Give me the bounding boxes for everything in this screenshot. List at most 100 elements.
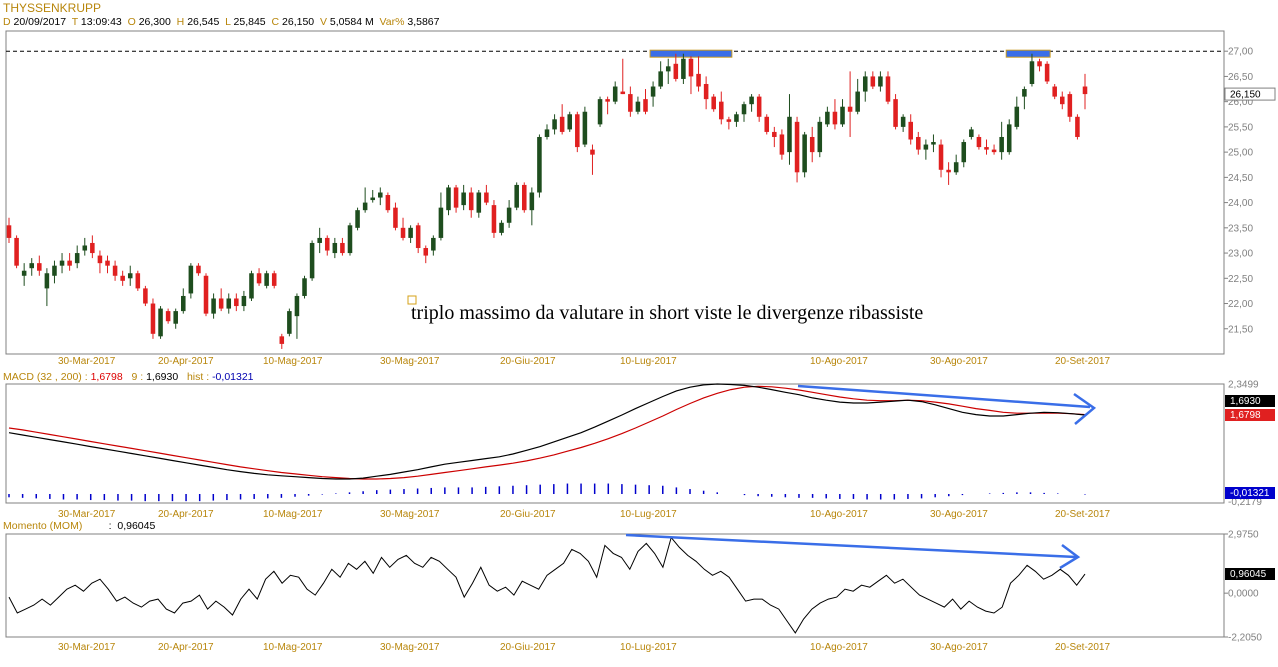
last-price-label: 26,150 xyxy=(1230,90,1261,101)
candle-body xyxy=(21,270,27,276)
price-y-tick-label: 25,00 xyxy=(1228,148,1253,159)
candle-body xyxy=(1067,94,1073,117)
price-y-tick-label: 23,50 xyxy=(1228,223,1253,234)
candle-body xyxy=(900,116,906,127)
mom-y-tick-label: 2,9750 xyxy=(1228,530,1259,541)
candle-body xyxy=(832,111,838,125)
candle-body xyxy=(787,116,792,153)
x-tick-label: 10-Mag-2017 xyxy=(263,642,323,653)
price-y-tick-label: 22,00 xyxy=(1228,299,1253,310)
candle-body xyxy=(332,242,338,254)
candle-body xyxy=(665,66,671,72)
candle-body xyxy=(1006,124,1012,153)
candle-body xyxy=(173,311,178,324)
macd-arrow-head xyxy=(1073,392,1097,425)
x-tick-label: 30-Ago-2017 xyxy=(930,356,988,367)
candle-body xyxy=(29,263,35,269)
macd-legend-params: (32 , 200) xyxy=(36,371,82,383)
open-value: 26,300 xyxy=(138,16,171,28)
x-tick-label: 30-Mag-2017 xyxy=(380,642,440,653)
macd-legend-hist-label: hist xyxy=(186,371,204,383)
candle-body xyxy=(67,260,72,266)
candle-body xyxy=(431,237,436,251)
macd-signal-last-box xyxy=(1225,395,1275,407)
candle-body xyxy=(302,278,307,296)
x-tick-label: 10-Ago-2017 xyxy=(810,356,868,367)
candle-body xyxy=(567,114,573,130)
candle-body xyxy=(97,255,103,264)
top-highlight-2 xyxy=(1005,49,1051,58)
close-key: C xyxy=(271,16,280,28)
mom-legend: Momento (MOM) : 0,96045 xyxy=(3,520,156,532)
candle-body xyxy=(817,121,823,153)
candle-body xyxy=(52,265,57,276)
candle-body xyxy=(362,202,368,211)
varpct-key: Var% xyxy=(379,16,405,28)
candle-body xyxy=(840,106,845,125)
candle-body xyxy=(317,237,322,243)
candle-body xyxy=(696,73,701,87)
candle-body xyxy=(809,136,815,153)
candle-body xyxy=(256,273,262,284)
candle-body xyxy=(802,134,807,173)
mom-y-tick-label: 0,0000 xyxy=(1228,589,1259,600)
x-tick-label: 20-Giu-2017 xyxy=(500,642,556,653)
x-tick-label: 30-Mag-2017 xyxy=(380,356,440,367)
candle-body xyxy=(1075,116,1080,137)
candle-body xyxy=(264,273,269,286)
candle-body xyxy=(150,303,156,334)
macd-panel-frame xyxy=(5,383,1225,504)
candle-body xyxy=(597,99,603,125)
candle-body xyxy=(127,273,133,279)
candle-body xyxy=(271,273,277,286)
mom-panel-frame xyxy=(5,533,1225,638)
candle-body xyxy=(1082,86,1088,95)
date-key: D xyxy=(3,16,11,28)
candle-body xyxy=(287,311,292,334)
time-value: 13:09:43 xyxy=(80,16,122,28)
candle-body xyxy=(711,96,716,110)
candle-body xyxy=(340,242,345,254)
candle-body xyxy=(476,192,482,213)
candle-body xyxy=(976,136,982,148)
annotation-text: triplo massimo da valutare in short vist… xyxy=(411,302,924,324)
candle-body xyxy=(559,116,565,132)
candle-body xyxy=(82,245,88,251)
candle-body xyxy=(453,187,459,208)
high-key: H xyxy=(176,16,185,28)
low-key: L xyxy=(225,16,231,28)
candle-body xyxy=(1037,61,1042,67)
candle-body xyxy=(643,99,648,112)
macd-hist-last-box xyxy=(1225,487,1275,499)
candle-body xyxy=(582,111,588,145)
candle-body xyxy=(188,265,194,294)
candle-body xyxy=(794,121,800,173)
candle-body xyxy=(719,101,724,120)
macd-hist-last-label: -0,01321 xyxy=(1230,488,1270,499)
candle-body xyxy=(847,106,853,112)
price-y-tick-label: 25,50 xyxy=(1228,122,1253,133)
candle-body xyxy=(969,129,974,137)
x-tick-label: 20-Apr-2017 xyxy=(158,509,214,520)
candle-body xyxy=(143,288,148,304)
x-tick-label: 20-Set-2017 xyxy=(1055,509,1110,520)
candle-body xyxy=(870,76,876,87)
candle-body xyxy=(1059,96,1065,105)
candle-body xyxy=(1014,106,1020,127)
x-tick-label: 20-Apr-2017 xyxy=(158,356,214,367)
candle-body xyxy=(1022,89,1027,97)
candle-body xyxy=(734,114,739,122)
x-tick-label: 30-Mar-2017 xyxy=(58,642,116,653)
mom-legend-name: Momento (MOM) xyxy=(3,520,83,532)
candle-body xyxy=(309,242,315,279)
top-highlight-1 xyxy=(649,49,733,58)
price-y-tick-label: 21,50 xyxy=(1228,324,1253,335)
price-y-tick-label: 22,50 xyxy=(1228,274,1253,285)
candle-body xyxy=(741,104,747,115)
candle-body xyxy=(673,63,679,79)
volume-key: V xyxy=(319,16,327,28)
annotation-marker xyxy=(407,295,417,305)
x-tick-label: 10-Lug-2017 xyxy=(620,642,677,653)
low-value: 25,845 xyxy=(233,16,266,28)
candle-body xyxy=(764,116,770,132)
